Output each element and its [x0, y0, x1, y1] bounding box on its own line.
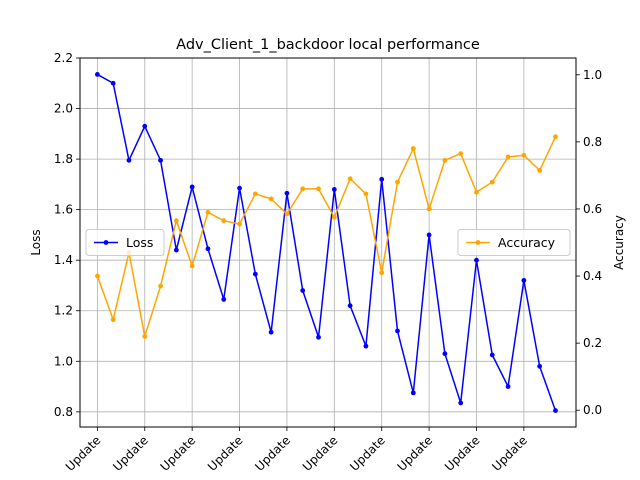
data-point-accuracy: [379, 270, 385, 276]
data-point-loss: [363, 343, 369, 349]
data-point-loss: [553, 408, 558, 413]
legend-swatch-marker: [103, 240, 109, 245]
legend-box: [457, 229, 571, 256]
data-point-accuracy: [300, 186, 306, 192]
data-point-accuracy: [110, 317, 116, 323]
data-point-loss: [189, 184, 195, 190]
data-point-accuracy: [173, 218, 179, 224]
data-point-accuracy: [142, 334, 148, 339]
x-tick-label: Update: [347, 433, 388, 474]
data-point-loss: [94, 72, 100, 77]
x-tick-label: Update: [300, 433, 341, 474]
data-point-accuracy: [268, 196, 274, 202]
data-point-accuracy: [237, 221, 242, 227]
data-point-accuracy: [521, 152, 527, 158]
data-point-loss: [252, 271, 258, 277]
y-left-tick-label: 2.0: [54, 102, 73, 116]
data-point-loss: [300, 288, 306, 293]
y-right-tick-label: 0.0: [583, 403, 602, 417]
series-line-loss: [97, 73, 557, 411]
data-point-accuracy: [395, 179, 400, 185]
data-point-accuracy: [505, 154, 511, 160]
data-point-loss: [158, 157, 163, 163]
x-tick-label: Update: [489, 433, 530, 474]
data-point-accuracy: [442, 157, 448, 163]
data-point-accuracy: [189, 263, 195, 269]
data-point-accuracy: [94, 273, 100, 279]
y-right-tick-label: 1.0: [583, 68, 602, 82]
legend-swatch-marker: [475, 240, 481, 245]
data-point-accuracy: [458, 151, 464, 157]
y-left-tick-label: 1.0: [54, 354, 73, 368]
x-tick-label: Update: [442, 433, 483, 474]
data-point-accuracy: [158, 283, 163, 289]
data-point-accuracy: [474, 189, 479, 195]
series-line-accuracy: [96, 136, 557, 337]
data-point-loss: [205, 246, 211, 252]
y-right-tick-label: 0.8: [583, 135, 602, 149]
data-point-loss: [237, 185, 242, 191]
data-point-accuracy: [553, 134, 558, 140]
data-point-accuracy: [426, 206, 432, 212]
data-point-loss: [126, 157, 132, 163]
x-tick-label: Update: [252, 433, 293, 474]
y-left-axis-label: Loss: [29, 229, 43, 255]
axes: Update Update Update Update Update Update Upda…: [54, 51, 602, 474]
data-point-loss: [379, 176, 385, 182]
y-left-tick-label: 1.6: [54, 203, 73, 217]
plot-frame: [79, 57, 577, 428]
x-tick-label: Update: [395, 433, 436, 474]
data-point-accuracy: [410, 146, 416, 151]
x-tick-label: Update: [63, 433, 104, 474]
data-point-loss: [489, 352, 495, 358]
data-point-accuracy: [331, 214, 337, 220]
data-point-loss: [474, 257, 479, 263]
data-point-accuracy: [252, 191, 258, 197]
legend-label: Accuracy: [498, 235, 556, 250]
data-point-accuracy: [537, 167, 543, 173]
data-point-loss: [142, 123, 148, 129]
data-point-loss: [316, 334, 321, 340]
data-point-loss: [173, 247, 179, 253]
data-point-loss: [442, 351, 448, 357]
data-point-loss: [410, 390, 416, 396]
data-point-accuracy: [363, 191, 369, 197]
data-point-loss: [331, 187, 337, 192]
data-point-accuracy: [205, 209, 211, 215]
data-point-loss: [110, 80, 116, 86]
data-point-loss: [505, 384, 511, 389]
y-left-tick-label: 0.8: [54, 405, 73, 419]
y-right-axis-label: Accuracy: [612, 215, 626, 270]
legends: Loss Accuracy: [85, 229, 571, 256]
y-left-tick-label: 1.2: [54, 304, 73, 318]
y-left-tick-label: 1.8: [54, 152, 73, 166]
data-point-loss: [537, 363, 543, 369]
y-left-tick-label: 2.2: [54, 51, 73, 65]
data-point-loss: [395, 328, 400, 334]
data-point-loss: [221, 296, 227, 302]
legend-box: [85, 229, 165, 256]
chart-title: Adv_Client_1_backdoor local performance: [176, 37, 480, 53]
data-point-loss: [426, 232, 432, 238]
data-point-accuracy: [489, 179, 495, 185]
y-right-tick-label: 0.6: [583, 202, 602, 216]
y-left-tick-label: 1.4: [54, 253, 73, 267]
x-tick-label: Update: [205, 433, 246, 474]
data-point-loss: [284, 190, 290, 196]
data-point-loss: [458, 400, 464, 406]
data-point-loss: [347, 303, 353, 309]
data-point-loss: [521, 278, 527, 283]
data-point-accuracy: [316, 186, 321, 192]
data-point-loss: [268, 329, 274, 335]
x-tick-label: Update: [158, 433, 199, 474]
x-tick-label: Update: [110, 433, 151, 474]
y-right-tick-label: 0.2: [583, 336, 602, 350]
y-right-tick-label: 0.4: [583, 269, 602, 283]
data-point-accuracy: [221, 218, 227, 224]
data-point-accuracy: [284, 211, 290, 217]
legend-label: Loss: [126, 235, 153, 250]
data-point-accuracy: [347, 176, 353, 182]
